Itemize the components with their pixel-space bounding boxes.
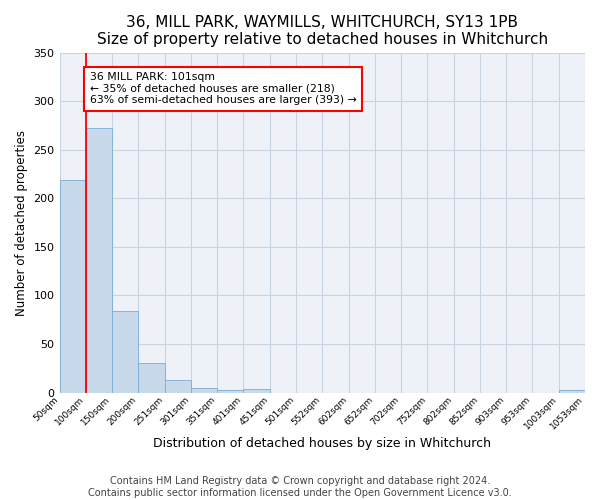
Title: 36, MILL PARK, WAYMILLS, WHITCHURCH, SY13 1PB
Size of property relative to detac: 36, MILL PARK, WAYMILLS, WHITCHURCH, SY1… (97, 15, 548, 48)
Bar (217, 390, 244, 392)
Text: Contains HM Land Registry data © Crown copyright and database right 2024.
Contai: Contains HM Land Registry data © Crown c… (88, 476, 512, 498)
Y-axis label: Number of detached properties: Number of detached properties (15, 130, 28, 316)
Bar (559, 390, 585, 392)
Bar (59, 180, 86, 392)
X-axis label: Distribution of detached houses by size in Whitchurch: Distribution of detached houses by size … (153, 437, 491, 450)
Bar (86, 128, 112, 392)
Bar (191, 388, 217, 392)
Bar (164, 380, 191, 392)
Bar (112, 311, 139, 392)
Bar (244, 388, 270, 392)
Text: 36 MILL PARK: 101sqm
← 35% of detached houses are smaller (218)
63% of semi-deta: 36 MILL PARK: 101sqm ← 35% of detached h… (90, 72, 356, 106)
Bar (139, 364, 164, 392)
